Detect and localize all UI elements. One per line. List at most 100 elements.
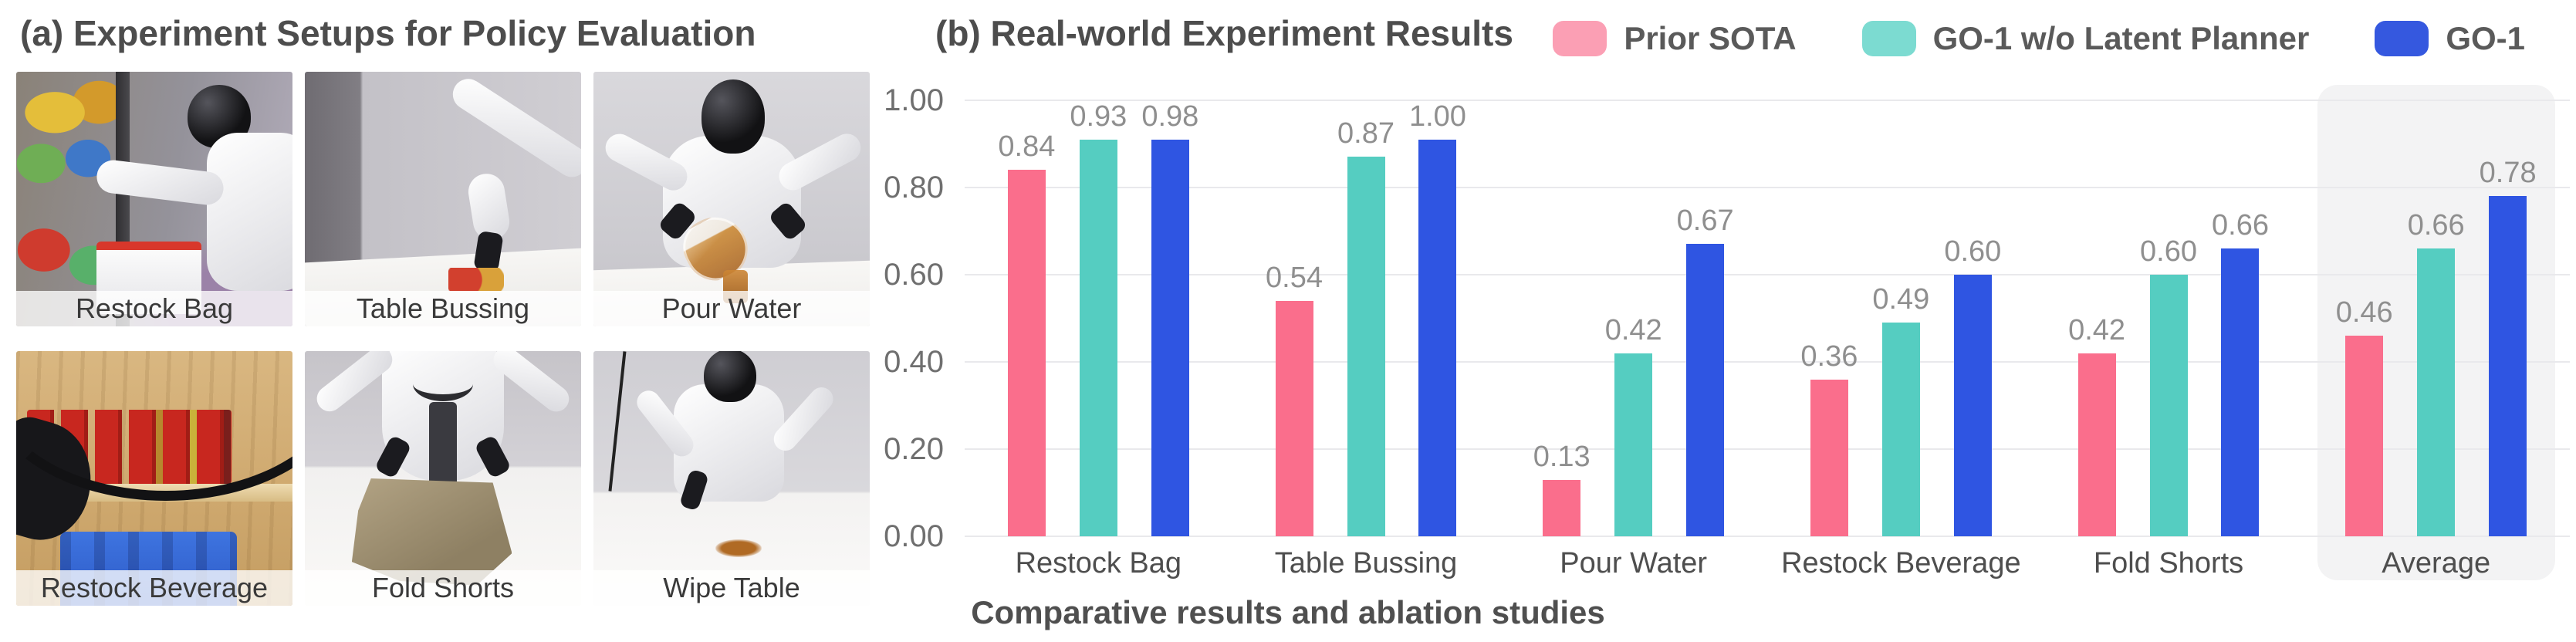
legend-item-prior-sota: Prior SOTA [1553,20,1797,57]
chart-legend: Prior SOTA GO-1 w/o Latent Planner GO-1 [1553,20,2525,57]
bar-column-go-1-pour-water: 0.67 [1677,100,1734,536]
legend-swatch-go-1-w-o-latent-planner [1861,21,1916,56]
photo-label: Table Bussing [305,291,581,326]
y-axis-tick-label: 0.20 [884,432,944,466]
bar-go-1-table-bussing [1418,140,1457,536]
y-axis-tick-label: 1.00 [884,83,944,117]
bar-column-go-1-w-o-latent-planner-fold-shorts: 0.60 [2140,100,2197,536]
panel-a-title: (a) Experiment Setups for Policy Evaluat… [20,13,756,53]
bar-column-go-1-fold-shorts: 0.66 [2212,100,2269,536]
gridline-0.80 [965,187,2570,188]
bar-column-go-1-table-bussing: 1.00 [1409,100,1466,536]
gridline-0.40 [965,361,2570,363]
bar-go-1-w-o-latent-planner-fold-shorts [2149,275,2188,536]
photo-label: Restock Beverage [16,570,292,606]
bar-column-prior-sota-restock-beverage: 0.36 [1800,100,1858,536]
bar-go-1-fold-shorts [2221,248,2260,536]
x-axis-label-average: Average [2382,547,2491,579]
bar-go-1-w-o-latent-planner-table-bussing [1347,157,1385,536]
robot-body-shape [207,133,292,291]
spill-shape [715,539,762,558]
bar-group-fold-shorts: 0.42 0.60 0.66 Fold Shorts [2035,100,2303,579]
bar-value-label: 0.78 [2479,157,2537,190]
bar-go-1-w-o-latent-planner-pour-water [1614,353,1653,536]
bar-value-label: 0.60 [2140,235,2197,268]
legend-label-prior-sota: Prior SOTA [1624,20,1797,56]
robot-head-shape [701,79,765,154]
bar-value-label: 0.42 [1604,313,1662,346]
bar-column-go-1-w-o-latent-planner-restock-beverage: 0.49 [1872,100,1929,536]
experiment-photo-restock-beverage: Restock Beverage [16,351,292,606]
bar-value-label: 0.49 [1872,283,1930,316]
x-axis-label-table-bussing: Table Bussing [1274,547,1458,579]
bar-go-1-restock-beverage [1953,275,1992,536]
legend-swatch-go-1 [2375,21,2429,56]
experiment-photo-wipe-table: Wipe Table [593,351,870,606]
bar-column-prior-sota-restock-bag: 0.84 [998,100,1055,536]
bar-group-restock-beverage: 0.36 0.49 0.60 Restock Beverage [1767,100,2035,579]
x-axis-label-pour-water: Pour Water [1560,547,1708,579]
y-axis-tick-label: 0.00 [884,519,944,553]
bar-prior-sota-restock-beverage [1810,379,1848,536]
bar-value-label: 0.36 [1800,340,1858,373]
bar-value-label: 0.46 [2335,296,2393,329]
x-axis-label-restock-bag: Restock Bag [1015,547,1182,579]
bar-value-label: 0.87 [1337,117,1394,150]
robot-head-shape [704,351,757,402]
bar-column-prior-sota-average: 0.46 [2336,100,2393,536]
bar-go-1-average [2489,196,2527,536]
photo-label: Fold Shorts [305,570,581,606]
bar-prior-sota-restock-bag [1007,170,1046,536]
figure-caption: Comparative results and ablation studies [971,594,1605,630]
gridline-1.00 [965,100,2570,101]
bar-go-1-restock-bag [1151,140,1189,536]
experiment-photo-fold-shorts: Fold Shorts [305,351,581,606]
photo-label: Wipe Table [593,570,870,606]
bar-group-table-bussing: 0.54 0.87 1.00 Table Bussing [1232,100,1500,579]
bar-value-label: 0.66 [2407,209,2465,242]
y-axis-tick-label: 0.40 [884,345,944,379]
bar-value-label: 1.00 [1408,100,1466,133]
bar-group-restock-bag: 0.84 0.93 0.98 Restock Bag [965,100,1232,579]
legend-item-go-1-w-o-latent-planner: GO-1 w/o Latent Planner [1861,20,2309,57]
robot-chest-arc-shape [412,367,474,402]
bar-prior-sota-average [2345,336,2384,536]
y-axis-tick-label: 0.80 [884,171,944,204]
bar-go-1-pour-water [1686,244,1725,536]
shorts-shape [351,478,512,586]
bar-column-prior-sota-fold-shorts: 0.42 [2068,100,2125,536]
photo-label: Restock Bag [16,291,292,326]
bar-value-label: 0.54 [1266,261,1323,294]
bar-column-go-1-restock-bag: 0.98 [1141,100,1198,536]
bar-group-pour-water: 0.13 0.42 0.67 Pour Water [1499,100,1767,579]
bar-go-1-w-o-latent-planner-average [2417,248,2456,536]
bar-value-label: 0.93 [1070,100,1127,133]
bar-prior-sota-table-bussing [1275,300,1313,536]
bar-column-go-1-w-o-latent-planner-pour-water: 0.42 [1605,100,1662,536]
gridline-0.60 [965,274,2570,275]
bar-go-1-w-o-latent-planner-restock-bag [1079,140,1117,536]
bar-groups: 0.84 0.93 0.98 Restock Bag 0.54 0.87 1.00 Table… [965,100,2570,579]
bar-column-go-1-restock-beverage: 0.60 [1944,100,2001,536]
bar-chart: 0.00 0.20 0.40 0.60 0.80 1.00 0.84 0.93 0.98 Rest… [884,83,2570,580]
bar-value-label: 0.42 [2068,313,2126,346]
experiment-photo-restock-bag: Restock Bag [16,72,292,326]
legend-label-go-1: GO-1 [2446,20,2525,56]
bar-column-prior-sota-pour-water: 0.13 [1533,100,1591,536]
bar-prior-sota-pour-water [1543,479,1581,536]
bar-go-1-w-o-latent-planner-restock-beverage [1881,323,1920,536]
x-axis-label-restock-beverage: Restock Beverage [1781,547,2021,579]
bar-value-label: 0.66 [2212,209,2269,242]
experiment-photo-table-bussing: Table Bussing [305,72,581,326]
bar-prior-sota-fold-shorts [2077,353,2116,536]
bar-column-go-1-average: 0.78 [2480,100,2537,536]
bar-value-label: 0.13 [1533,440,1591,473]
fruit-shape [448,268,504,291]
y-axis-tick-label: 0.60 [884,258,944,292]
bar-value-label: 0.67 [1676,204,1734,238]
bar-value-label: 0.60 [1944,235,2002,268]
bar-column-go-1-w-o-latent-planner-table-bussing: 0.87 [1337,100,1394,536]
gridline-0.00 [965,536,2570,537]
gridline-0.20 [965,448,2570,450]
